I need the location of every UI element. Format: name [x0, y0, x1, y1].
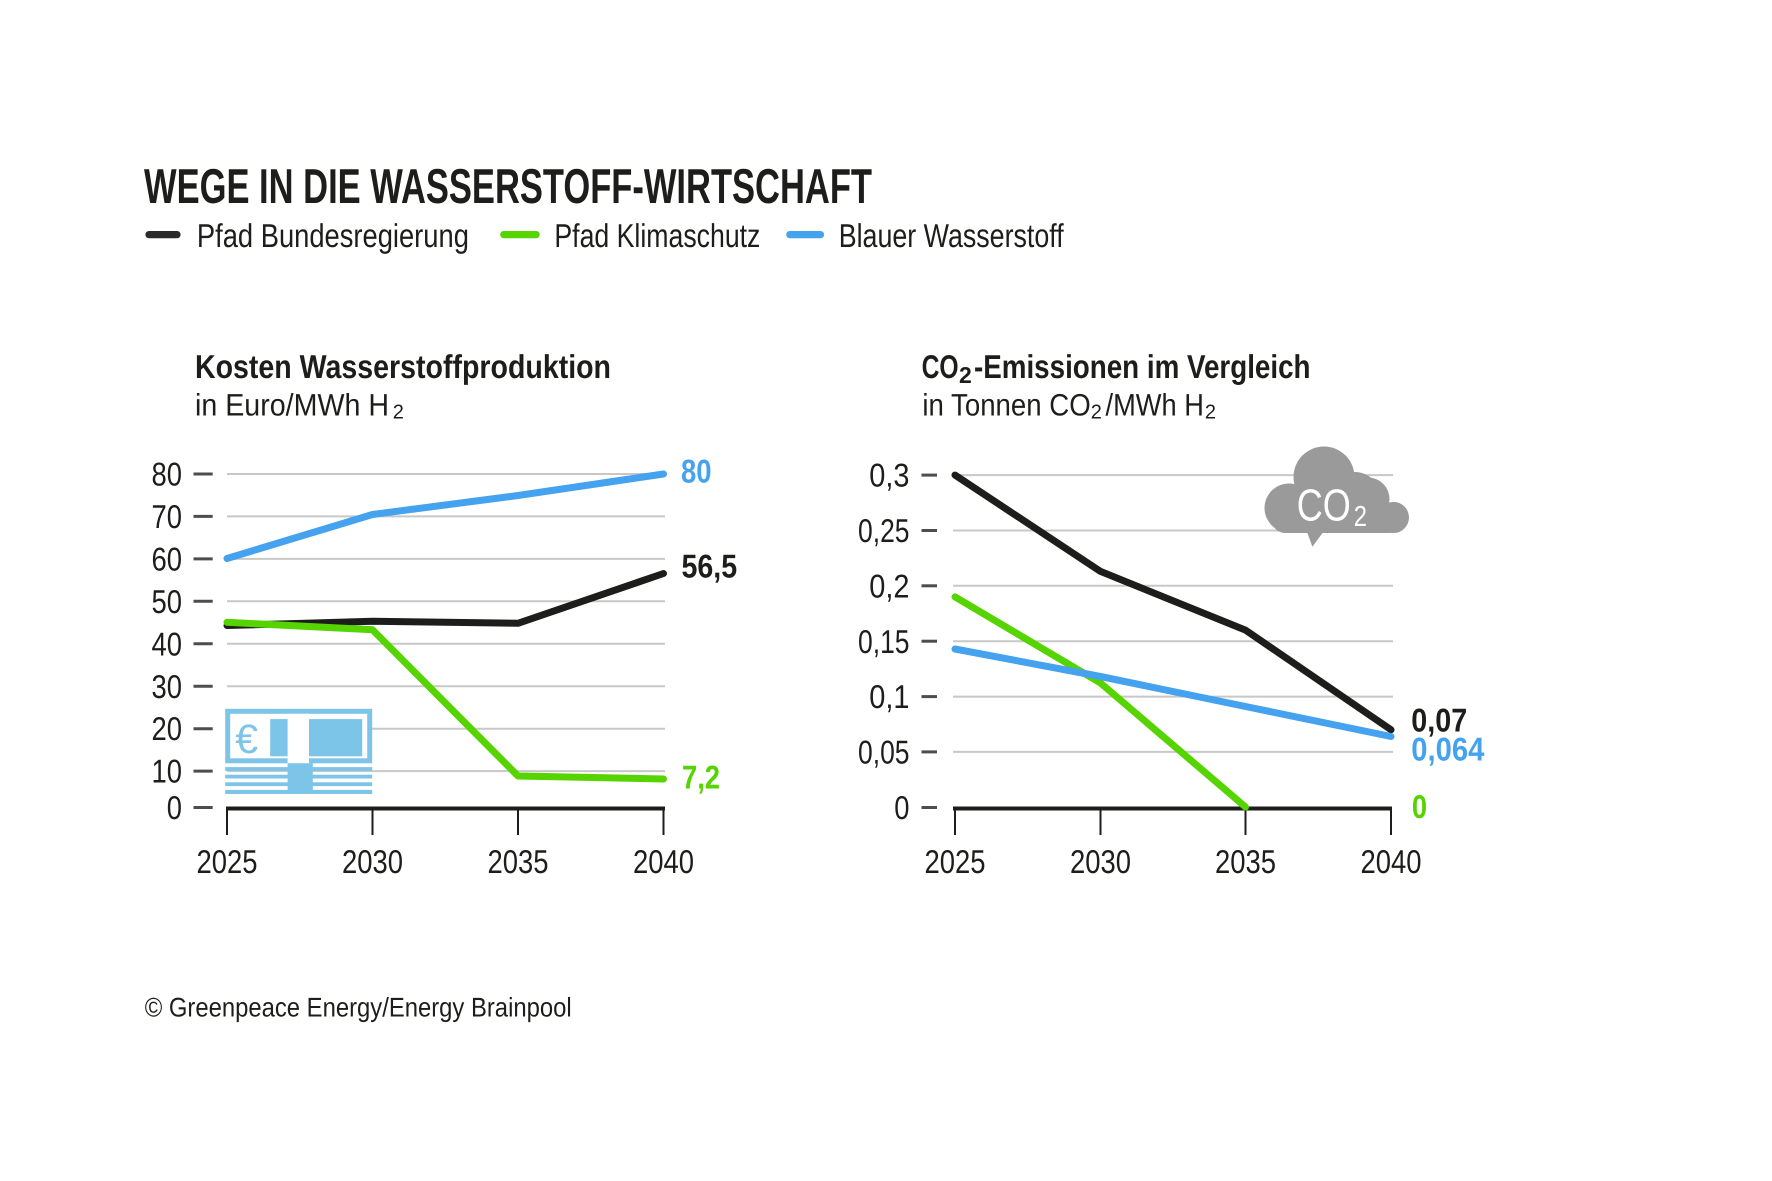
svg-text:2025: 2025 [925, 843, 986, 880]
svg-text:2030: 2030 [342, 843, 403, 880]
svg-text:-Emissionen im Vergleich: -Emissionen im Vergleich [974, 348, 1311, 385]
svg-text:€: € [235, 716, 258, 762]
svg-text:in Euro/MWh H: in Euro/MWh H [195, 388, 389, 423]
svg-text:2035: 2035 [1215, 843, 1276, 880]
svg-text:2: 2 [1091, 402, 1102, 424]
svg-text:70: 70 [152, 498, 183, 535]
svg-text:0,05: 0,05 [858, 734, 910, 771]
svg-text:0,064: 0,064 [1411, 730, 1485, 767]
svg-text:WEGE IN DIE WASSERSTOFF-WIRTSC: WEGE IN DIE WASSERSTOFF-WIRTSCHAFT [144, 160, 872, 214]
svg-text:0,15: 0,15 [858, 623, 910, 660]
svg-text:0: 0 [1412, 788, 1427, 825]
svg-text:2025: 2025 [197, 843, 258, 880]
svg-text:56,5: 56,5 [682, 548, 738, 585]
svg-text:0,07: 0,07 [1411, 702, 1467, 739]
svg-text:0,3: 0,3 [869, 457, 909, 494]
svg-text:2: 2 [959, 362, 972, 388]
svg-text:0: 0 [167, 789, 182, 826]
svg-text:Kosten Wasserstoffproduktion: Kosten Wasserstoffproduktion [195, 348, 611, 385]
svg-text:2040: 2040 [1361, 843, 1422, 880]
svg-text:0,2: 0,2 [869, 567, 909, 604]
svg-text:30: 30 [152, 668, 183, 705]
svg-text:2: 2 [1205, 402, 1216, 424]
svg-text:0,1: 0,1 [869, 678, 909, 715]
svg-text:10: 10 [152, 753, 183, 790]
svg-text:80: 80 [152, 456, 183, 493]
svg-text:2: 2 [393, 402, 404, 424]
svg-text:CO: CO [1297, 479, 1351, 530]
svg-text:2035: 2035 [488, 843, 549, 880]
svg-text:20: 20 [152, 710, 183, 747]
svg-text:CO: CO [922, 348, 959, 385]
svg-text:80: 80 [681, 452, 712, 489]
svg-text:2040: 2040 [633, 843, 694, 880]
svg-text:/MWh H: /MWh H [1106, 388, 1204, 423]
svg-text:0,25: 0,25 [858, 512, 910, 549]
svg-text:© Greenpeace Energy/Energy Bra: © Greenpeace Energy/Energy Brainpool [145, 993, 572, 1023]
svg-text:7,2: 7,2 [682, 759, 720, 796]
svg-text:Pfad Bundesregierung: Pfad Bundesregierung [197, 217, 469, 254]
svg-text:2: 2 [1354, 501, 1367, 533]
svg-text:2030: 2030 [1070, 843, 1131, 880]
svg-text:60: 60 [152, 540, 183, 577]
svg-text:in Tonnen CO: in Tonnen CO [922, 388, 1090, 423]
svg-text:40: 40 [152, 625, 183, 662]
svg-text:Blauer Wasserstoff: Blauer Wasserstoff [839, 217, 1065, 254]
svg-text:Pfad Klimaschutz: Pfad Klimaschutz [554, 217, 760, 254]
svg-text:50: 50 [152, 583, 183, 620]
svg-text:0: 0 [894, 789, 909, 826]
